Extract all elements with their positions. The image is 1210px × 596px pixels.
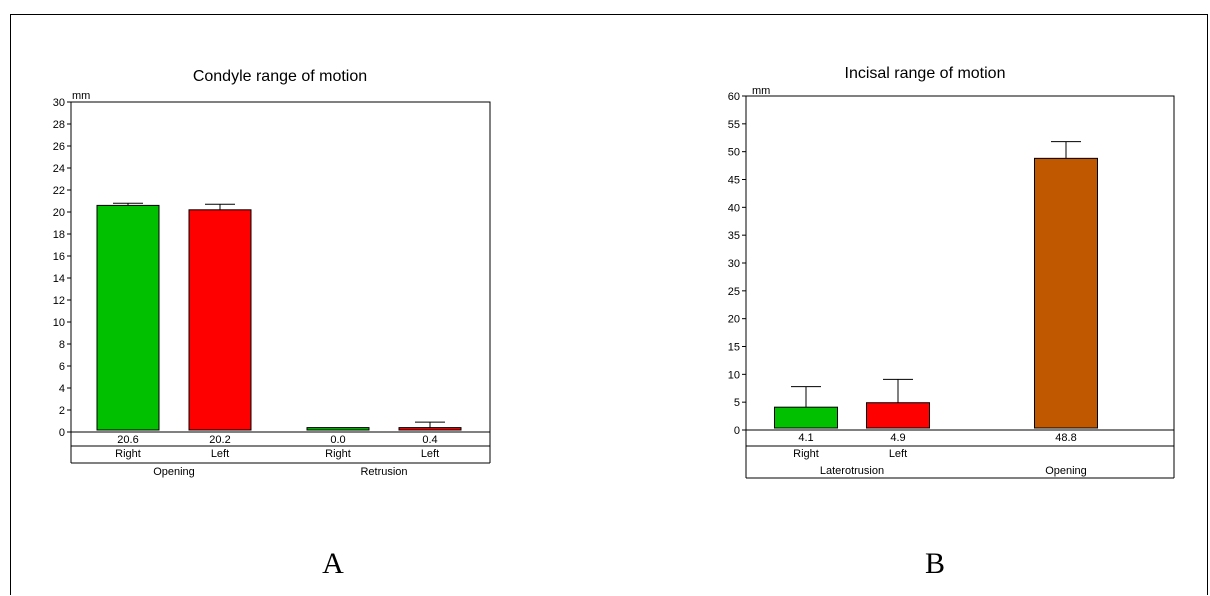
chart-a-ytick-label: 28 bbox=[53, 119, 65, 131]
chart-b: 0 5 10 15 20 25 30 35 40 45 50 55 60 4.1 Right 4.9 Left 4… bbox=[728, 91, 1175, 479]
chart-b-ytick-label: 15 bbox=[728, 342, 740, 354]
chart-a-ytick-label: 2 bbox=[59, 405, 65, 417]
chart-a-ytick-label: 22 bbox=[53, 185, 65, 197]
chart-b-unit: mm bbox=[752, 85, 770, 97]
chart-a-category-label: Right bbox=[115, 448, 141, 460]
chart-b-plot-frame bbox=[745, 95, 1175, 431]
chart-a-unit: mm bbox=[72, 90, 90, 102]
chart-a-data-label: 20.2 bbox=[209, 434, 230, 446]
chart-a-ytick-label: 16 bbox=[53, 251, 65, 263]
figure-frame bbox=[10, 14, 1208, 595]
chart-b-bar bbox=[1034, 157, 1098, 429]
chart-b-bar bbox=[774, 406, 838, 429]
chart-a-ytick-label: 10 bbox=[53, 317, 65, 329]
chart-a-ytick-label: 4 bbox=[59, 383, 65, 395]
chart-a-bar bbox=[306, 427, 370, 431]
chart-a-ytick-label: 26 bbox=[53, 141, 65, 153]
panel-label-a: A bbox=[322, 547, 344, 580]
panel-label-b: B bbox=[925, 547, 945, 580]
chart-b-group-label: Opening bbox=[1045, 465, 1087, 477]
chart-b-data-label: 48.8 bbox=[1055, 432, 1076, 444]
chart-b-ytick-label: 55 bbox=[728, 119, 740, 131]
chart-a-group-label: Opening bbox=[153, 466, 195, 478]
chart-b-data-label: 4.1 bbox=[798, 432, 813, 444]
chart-a-category-label: Left bbox=[211, 448, 229, 460]
chart-a-data-label: 0.0 bbox=[330, 434, 345, 446]
chart-a-bar bbox=[188, 209, 252, 431]
chart-b-bar bbox=[866, 402, 930, 429]
chart-a-title: Condyle range of motion bbox=[193, 68, 367, 85]
chart-b-ytick-label: 10 bbox=[728, 369, 740, 381]
chart-a-ytick-label: 12 bbox=[53, 295, 65, 307]
chart-b-category-label: Left bbox=[889, 448, 907, 460]
chart-a-bar bbox=[96, 204, 160, 431]
chart-a-ytick-label: 20 bbox=[53, 207, 65, 219]
chart-b-ytick-label: 0 bbox=[734, 425, 740, 437]
chart-a-ytick-label: 18 bbox=[53, 229, 65, 241]
chart-a-ytick-label: 6 bbox=[59, 361, 65, 373]
chart-a-category-label: Right bbox=[325, 448, 351, 460]
chart-b-ytick-label: 20 bbox=[728, 314, 740, 326]
chart-a-data-label: 0.4 bbox=[422, 434, 437, 446]
chart-a-ytick-label: 8 bbox=[59, 339, 65, 351]
chart-a-ytick-label: 24 bbox=[53, 163, 65, 175]
chart-a-ytick-label: 14 bbox=[53, 273, 65, 285]
chart-a-group-label: Retrusion bbox=[360, 466, 407, 478]
chart-a-data-label: 20.6 bbox=[117, 434, 138, 446]
chart-b-ytick-label: 5 bbox=[734, 397, 740, 409]
chart-b-ytick-label: 30 bbox=[728, 258, 740, 270]
chart-b-category-label: Right bbox=[793, 448, 819, 460]
chart-b-title: Incisal range of motion bbox=[845, 65, 1006, 82]
chart-a-bar bbox=[398, 427, 462, 431]
chart-b-ytick-label: 50 bbox=[728, 147, 740, 159]
chart-b-ytick-label: 45 bbox=[728, 175, 740, 187]
chart-b-group-label: Laterotrusion bbox=[820, 465, 884, 477]
chart-a-category-label: Left bbox=[421, 448, 439, 460]
chart-b-ytick-label: 60 bbox=[728, 91, 740, 103]
chart-a-ytick-label: 0 bbox=[59, 427, 65, 439]
chart-b-ytick-label: 25 bbox=[728, 286, 740, 298]
chart-a-ytick-label: 30 bbox=[53, 97, 65, 109]
chart-b-ytick-label: 35 bbox=[728, 230, 740, 242]
chart-a: 02468101214161820222426283020.6Right20.2… bbox=[53, 97, 491, 478]
chart-a-plot-frame bbox=[70, 101, 491, 433]
chart-b-ytick-label: 40 bbox=[728, 202, 740, 214]
chart-b-data-label: 4.9 bbox=[890, 432, 905, 444]
